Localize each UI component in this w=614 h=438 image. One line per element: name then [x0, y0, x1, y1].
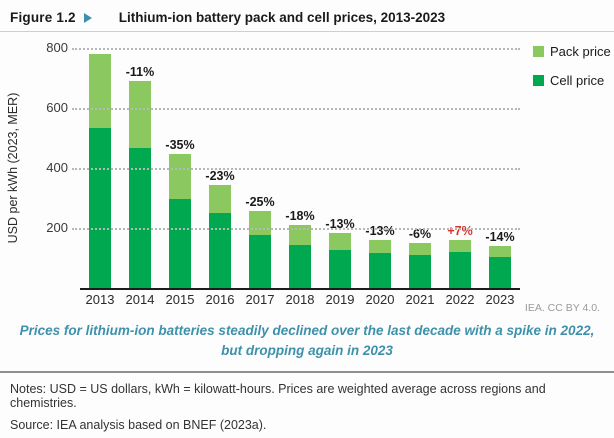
bar-column-2021: -6%: [400, 48, 440, 288]
legend-swatch-icon: [533, 46, 544, 57]
bar-segment-cell-2015: [169, 198, 191, 288]
bar-percent-label-2020: -13%: [365, 224, 395, 239]
y-tick-label-600: 600: [46, 99, 68, 115]
bar-column-2016: -23%: [200, 48, 240, 288]
bar-percent-label-2016: -23%: [205, 168, 235, 183]
figure-title: Lithium-ion battery pack and cell prices…: [118, 10, 446, 25]
chart-legend: Pack price Cell price: [533, 44, 611, 102]
bar-segment-cell-2023: [489, 256, 511, 288]
gridline-200: [72, 228, 520, 230]
x-axis-label-2015: 2015: [165, 292, 195, 307]
bar-stack-2020: [369, 240, 391, 288]
bar-segment-pack-2020: [369, 240, 391, 254]
bar-segment-cell-2020: [369, 253, 391, 288]
footer-divider: [0, 371, 614, 374]
bar-segment-pack-2019: [329, 233, 351, 250]
x-axis-label-2019: 2019: [325, 292, 355, 307]
bar-segment-pack-2022: [449, 239, 471, 252]
legend-item: Cell price: [533, 73, 611, 88]
bar-percent-label-2023: -14%: [485, 230, 515, 245]
bar-segment-cell-2018: [289, 244, 311, 288]
y-axis-title: USD per kWh (2023, MER): [6, 92, 20, 244]
header-divider: [0, 31, 614, 32]
bar-segment-cell-2017: [249, 234, 271, 288]
source-text: Source: IEA analysis based on BNEF (2023…: [10, 418, 267, 433]
bar-stack-2013: [89, 54, 111, 288]
x-axis-labels: 2013 2014 2015 2016 2017 2018 2019 2020 2021 2022…: [80, 292, 520, 307]
caption-line-1: Prices for lithium-ion batteries steadil…: [19, 323, 595, 338]
x-axis-label-2013: 2013: [85, 292, 115, 307]
bar-column-2020: -13%: [360, 48, 400, 288]
bar-segment-pack-2017: [249, 210, 271, 235]
legend-swatch-icon: [533, 75, 544, 86]
bar-segment-pack-2023: [489, 246, 511, 257]
bar-segment-cell-2019: [329, 249, 351, 288]
x-axis-label-2020: 2020: [365, 292, 395, 307]
bar-percent-label-2022: +7%: [447, 223, 473, 238]
legend-label: Cell price: [550, 73, 605, 88]
legend-label: Pack price: [550, 44, 611, 59]
bar-segment-pack-2014: [129, 81, 151, 148]
bar-stack-2021: [409, 243, 431, 288]
chart-area: USD per kWh (2023, MER) -11% -35% -23% -25%…: [0, 32, 614, 308]
plot-area: -11% -35% -23% -25% -18% -13% -13% -6% +7% -14% 2…: [46, 40, 520, 290]
figure-header: Figure 1.2 Lithium-ion battery pack and …: [0, 0, 614, 31]
bar-stack-2022: [449, 239, 471, 288]
bar-percent-label-2018: -18%: [285, 208, 315, 223]
gridline-600: [72, 108, 520, 110]
figure-marker-triangle-icon: [83, 12, 92, 23]
bar-stack-2017: [249, 210, 271, 288]
bar-group: -11% -35% -23% -25% -18% -13% -13% -6% +7% -14%: [80, 48, 520, 288]
bar-stack-2016: [209, 184, 231, 288]
x-axis-label-2017: 2017: [245, 292, 275, 307]
bar-segment-cell-2022: [449, 252, 471, 288]
bar-percent-label-2017: -25%: [245, 194, 275, 209]
x-axis-label-2021: 2021: [405, 292, 435, 307]
figure-caption: Prices for lithium-ion batteries steadil…: [0, 321, 614, 360]
bar-percent-label-2019: -13%: [325, 217, 355, 232]
notes-text: Notes: USD = US dollars, kWh = kilowatt-…: [10, 382, 546, 411]
x-axis-label-2014: 2014: [125, 292, 155, 307]
bar-segment-pack-2015: [169, 153, 191, 199]
x-axis-label-2018: 2018: [285, 292, 315, 307]
bar-column-2015: -35%: [160, 48, 200, 288]
bar-stack-2019: [329, 233, 351, 288]
bar-segment-cell-2014: [129, 147, 151, 288]
gridline-800: [72, 48, 520, 50]
bar-segment-pack-2021: [409, 243, 431, 255]
y-tick-label-400: 400: [46, 159, 68, 175]
x-axis-line: [80, 288, 520, 290]
bar-stack-2023: [489, 246, 511, 288]
x-axis-label-2023: 2023: [485, 292, 515, 307]
gridline-400: [72, 168, 520, 170]
bar-column-2014: -11%: [120, 48, 160, 288]
bar-percent-label-2015: -35%: [165, 137, 195, 152]
y-tick-label-800: 800: [46, 39, 68, 55]
bar-percent-label-2014: -11%: [125, 65, 155, 80]
bar-segment-pack-2016: [209, 184, 231, 213]
bar-stack-2018: [289, 224, 311, 288]
bar-column-2022: +7%: [440, 48, 480, 288]
bar-column-2023: -14%: [480, 48, 520, 288]
bar-stack-2014: [129, 81, 151, 288]
y-tick-label-200: 200: [46, 219, 68, 235]
x-axis-label-2016: 2016: [205, 292, 235, 307]
bar-segment-cell-2013: [89, 128, 111, 288]
bar-percent-label-2021: -6%: [408, 227, 432, 241]
bar-segment-cell-2016: [209, 213, 231, 288]
bar-segment-pack-2013: [89, 54, 111, 129]
caption-line-2: but dropping again in 2023: [221, 342, 393, 358]
bar-stack-2015: [169, 153, 191, 288]
attribution-text: IEA. CC BY 4.0.: [524, 302, 600, 314]
legend-item: Pack price: [533, 44, 611, 59]
bar-column-2019: -13%: [320, 48, 360, 288]
x-axis-label-2022: 2022: [445, 292, 475, 307]
figure-label: Figure 1.2: [10, 10, 76, 25]
bar-segment-cell-2021: [409, 255, 431, 288]
